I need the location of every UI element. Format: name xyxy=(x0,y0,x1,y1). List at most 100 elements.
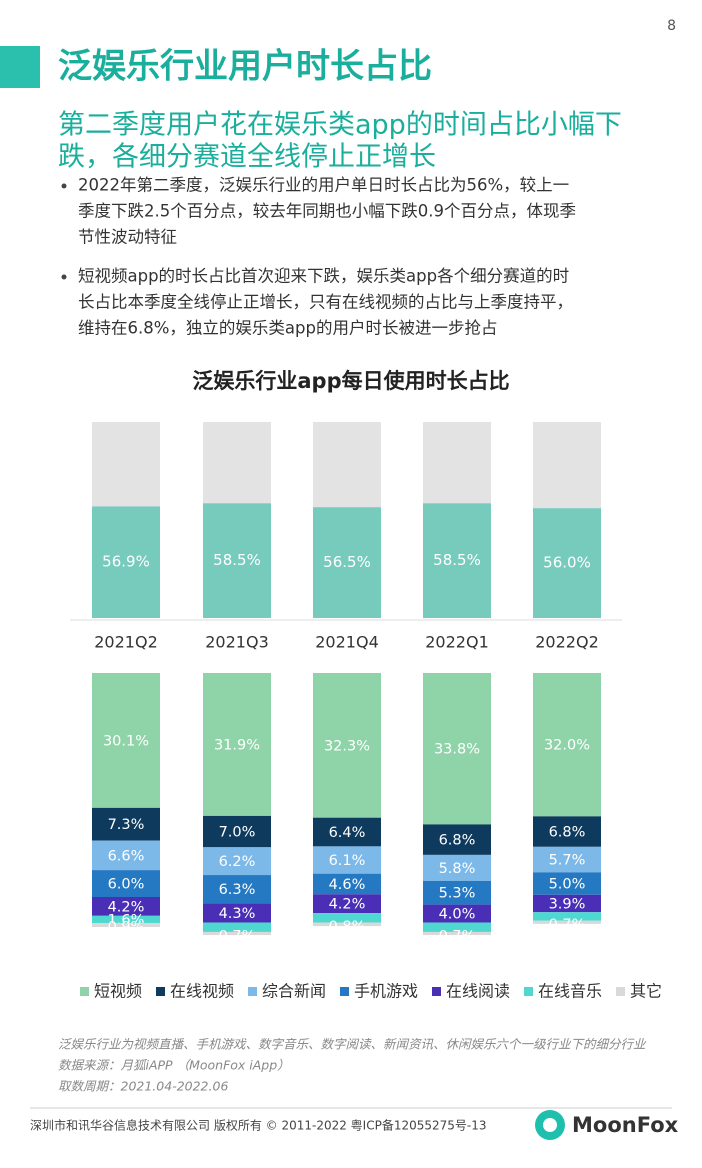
bar-segment xyxy=(533,894,601,913)
legend-label: 在线阅读 xyxy=(446,982,510,1001)
data-label: 32.0% xyxy=(544,738,590,754)
chart-title: 泛娱乐行业app每日使用时长占比 xyxy=(192,369,509,393)
data-label: 6.0% xyxy=(108,877,145,893)
subtitle-line: 跌，各细分赛道全线停止正增长 xyxy=(58,142,436,173)
legend-swatch xyxy=(80,987,89,996)
bar-segment xyxy=(92,915,160,923)
bar-segment xyxy=(533,846,601,873)
data-label: 7.3% xyxy=(108,817,145,833)
data-label: 4.2% xyxy=(108,899,145,915)
data-label: 5.8% xyxy=(439,861,476,877)
data-label: 0.8% xyxy=(329,919,366,935)
bar-segment xyxy=(92,870,160,897)
legend-swatch xyxy=(524,987,533,996)
bar-segment xyxy=(313,913,381,923)
bar-segment xyxy=(92,897,160,916)
bar-segment xyxy=(313,894,381,914)
note: 数据来源：月狐iAPP （MoonFox iApp） xyxy=(58,1058,290,1073)
data-label: 6.1% xyxy=(329,853,366,869)
data-label: 56.0% xyxy=(543,554,591,572)
legend-swatch xyxy=(432,987,441,996)
bar-segment xyxy=(423,931,491,936)
bar-segment xyxy=(423,824,491,855)
bar-segment xyxy=(203,673,271,816)
bar-segment xyxy=(313,846,381,874)
data-label: 0.9% xyxy=(108,919,145,935)
data-label: 6.2% xyxy=(219,854,256,870)
legend-label: 在线视频 xyxy=(170,982,234,1001)
data-label: 5.7% xyxy=(549,853,586,869)
data-label: 30.1% xyxy=(103,733,149,749)
data-label: 32.3% xyxy=(324,738,370,754)
legend-label: 手机游戏 xyxy=(354,982,418,1001)
data-label: 58.5% xyxy=(433,551,481,569)
bar-segment xyxy=(423,922,491,932)
bar-segment xyxy=(423,904,491,923)
bar-segment xyxy=(203,875,271,904)
data-label: 58.5% xyxy=(213,551,261,569)
legend-swatch xyxy=(156,987,165,996)
bullet-text: 节性波动特征 xyxy=(78,228,177,247)
legend-label: 在线音乐 xyxy=(538,982,602,1001)
logo-icon-inner xyxy=(543,1118,557,1132)
logo-text: MoonFox xyxy=(572,1113,679,1137)
data-label: 7.0% xyxy=(219,825,256,841)
legend-label: 综合新闻 xyxy=(262,982,326,1001)
data-label: 56.9% xyxy=(102,553,150,571)
bar xyxy=(313,507,381,618)
bar-segment xyxy=(423,854,491,881)
x-tick-label: 2021Q3 xyxy=(205,633,269,652)
bar-segment xyxy=(92,673,160,808)
x-tick-label: 2022Q2 xyxy=(535,633,599,652)
data-label: 5.0% xyxy=(549,877,586,893)
bullet-dot xyxy=(61,183,67,189)
bar-segment xyxy=(423,673,491,825)
legend-label: 其它 xyxy=(630,982,662,1001)
data-label: 3.9% xyxy=(549,896,586,912)
x-tick-label: 2022Q1 xyxy=(425,633,489,652)
bullet-text: 季度下跌2.5个百分点，较去年同期也小幅下跌0.9个百分点，体现季 xyxy=(78,202,576,221)
bar-segment xyxy=(313,922,381,927)
page-number: 8 xyxy=(667,18,676,34)
legend-swatch xyxy=(340,987,349,996)
bar xyxy=(203,503,271,618)
bar-segment xyxy=(423,880,491,905)
x-tick-label: 2021Q2 xyxy=(94,633,158,652)
bar xyxy=(533,508,601,618)
bar-segment xyxy=(313,873,381,895)
x-tick-label: 2021Q4 xyxy=(315,633,379,652)
bar xyxy=(423,503,491,618)
data-label: 4.6% xyxy=(329,877,366,893)
footer-text: 深圳市和讯华谷信息技术有限公司 版权所有 © 2011-2022 粤ICP备12… xyxy=(30,1118,487,1133)
bar-segment xyxy=(92,807,160,841)
bullet-text: 维持在6.8%，独立的娱乐类app的用户时长被进一步抢占 xyxy=(78,319,497,338)
data-label: 4.3% xyxy=(219,906,256,922)
data-label: 31.9% xyxy=(214,737,260,753)
data-label: 4.2% xyxy=(329,897,366,913)
bar xyxy=(92,506,160,618)
data-label: 6.4% xyxy=(329,825,366,841)
bar-segment xyxy=(203,922,271,932)
bar-segment xyxy=(533,673,601,817)
subtitle-line: 第二季度用户花在娱乐类app的时间占比小幅下 xyxy=(58,110,622,141)
data-label: 5.3% xyxy=(439,886,476,902)
bar-segment xyxy=(92,840,160,871)
bullet-dot xyxy=(61,274,67,280)
data-label: 4.0% xyxy=(439,907,476,923)
note: 取数周期：2021.04-2022.06 xyxy=(58,1079,228,1094)
bullet-text: 2022年第二季度，泛娱乐行业的用户单日时长占比为56%，较上一 xyxy=(78,176,569,195)
bar-segment xyxy=(92,922,160,928)
data-label: 6.3% xyxy=(219,882,256,898)
bar-segment xyxy=(203,903,271,923)
bar-segment xyxy=(203,815,271,848)
bar-segment xyxy=(203,931,271,936)
bar-segment xyxy=(533,872,601,895)
bar-segment xyxy=(313,673,381,818)
data-label: 0.7% xyxy=(549,917,586,933)
note: 泛娱乐行业为视频直播、手机游戏、数字音乐、数字阅读、新闻资讯、休闲娱乐六个一级行… xyxy=(58,1037,647,1052)
bar-segment xyxy=(313,817,381,847)
data-label: 56.5% xyxy=(323,553,371,571)
data-label: 6.8% xyxy=(549,825,586,841)
